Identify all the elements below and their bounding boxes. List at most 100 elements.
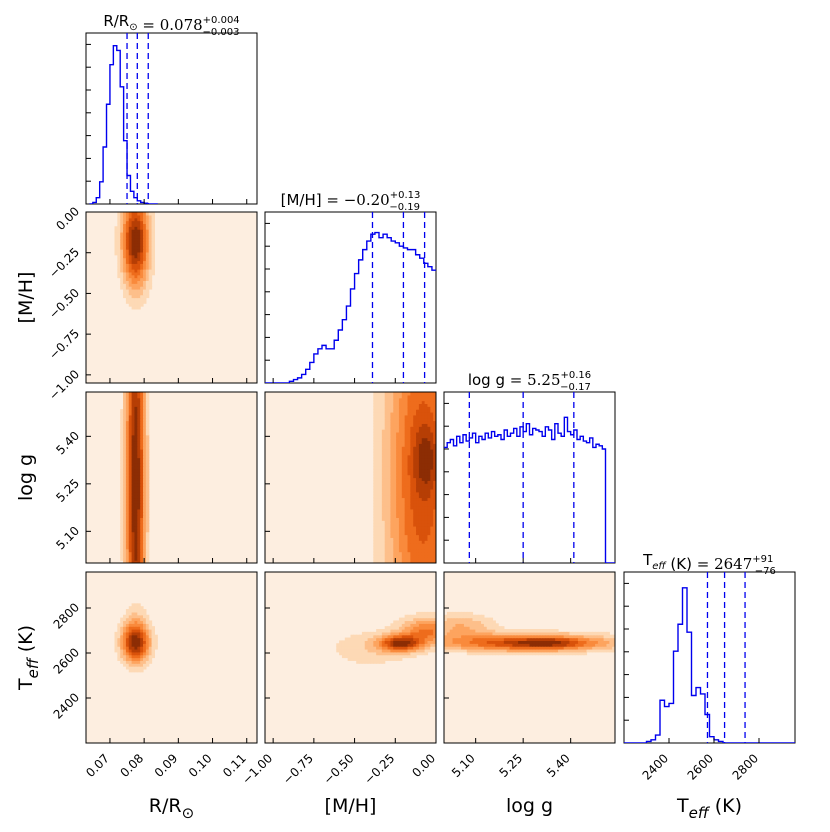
density-cell [123,214,127,219]
density-cell [379,451,383,456]
density-cell [350,643,354,647]
density-cell [506,651,511,656]
density-cell [128,503,133,507]
density-cell [586,643,590,647]
density-cell [140,451,144,456]
density-cell [140,531,144,536]
density-cell [430,631,434,636]
density-cell [381,426,386,430]
density-cell [430,403,434,407]
density-cell [120,660,124,664]
density-cell [125,269,130,273]
density-cell [430,449,434,453]
density-cells [373,392,436,563]
density-cell [367,634,372,639]
density-cell [140,237,144,242]
density-cell [145,474,150,479]
density-cell [137,557,141,561]
density-cell [404,392,409,396]
density-cell [151,651,155,656]
contour-background [86,212,257,383]
panel-frame [264,571,437,744]
density-cell [430,525,434,530]
density-cell [492,643,496,647]
density-cell [145,283,150,287]
density-cell [398,446,403,450]
density-cell [120,531,124,536]
density-cell [529,651,533,656]
density-cell [384,483,389,487]
density-cell [373,392,377,396]
density-cell [341,640,346,644]
density-cell [125,548,130,553]
density-cell [396,463,400,467]
density-cell [151,626,155,630]
density-cell [424,525,429,530]
density-cell [123,503,127,507]
density-cell [120,257,124,262]
density-cell [123,280,127,284]
density-cell [569,631,573,636]
density-cell [143,231,147,236]
density-cell [143,551,147,556]
density-cell [424,457,429,461]
density-cell [407,525,411,530]
density-cell [560,651,565,656]
density-cell [418,506,423,510]
density-cell [373,531,377,536]
density-cell [353,648,357,653]
density-cell [128,537,133,541]
density-cell [390,491,394,496]
density-cell [555,631,559,636]
density-cell [427,463,431,467]
density-cell [131,297,136,301]
density-cell [401,420,406,424]
density-cell [421,534,426,538]
density-cell [373,449,377,453]
density-cell [381,488,386,493]
density-cell [410,528,414,533]
density-cell [572,640,576,644]
density-cell [390,543,394,547]
density-cell [128,449,133,453]
density-cell [390,648,394,653]
density-cell [549,631,553,636]
density-cell [379,417,383,422]
density-cell [433,411,436,416]
density-cell [398,488,403,493]
density-cell [125,614,130,619]
density-cell [398,483,403,487]
density-cell [430,460,434,464]
density-cell [416,517,420,521]
density-cell [381,654,386,659]
density-cell [404,446,409,450]
density-cell [120,449,124,453]
density-cell [123,468,127,473]
density-cell [404,537,409,541]
density-cell [413,551,417,556]
density-cell [455,643,459,647]
density-cell [469,623,474,627]
density-cell [501,643,505,647]
density-cell [569,648,573,653]
density-cell [137,403,141,407]
title-plus: +91 [752,554,773,565]
density-cell [125,537,130,541]
density-cell [140,466,144,470]
density-cell [140,557,144,561]
density-cell [393,426,397,430]
density-cell [384,648,389,653]
density-cell [430,488,434,493]
density-cell [140,406,144,410]
density-cell [430,620,434,624]
density-cell [612,634,615,639]
density-cell [364,634,369,639]
density-cell [404,514,409,518]
density-cell [344,643,349,647]
density-cell [347,648,352,653]
density-cell [396,460,400,464]
density-cell [148,260,153,264]
density-cell [387,460,391,464]
density-cell [416,646,420,650]
density-cell [140,545,144,550]
